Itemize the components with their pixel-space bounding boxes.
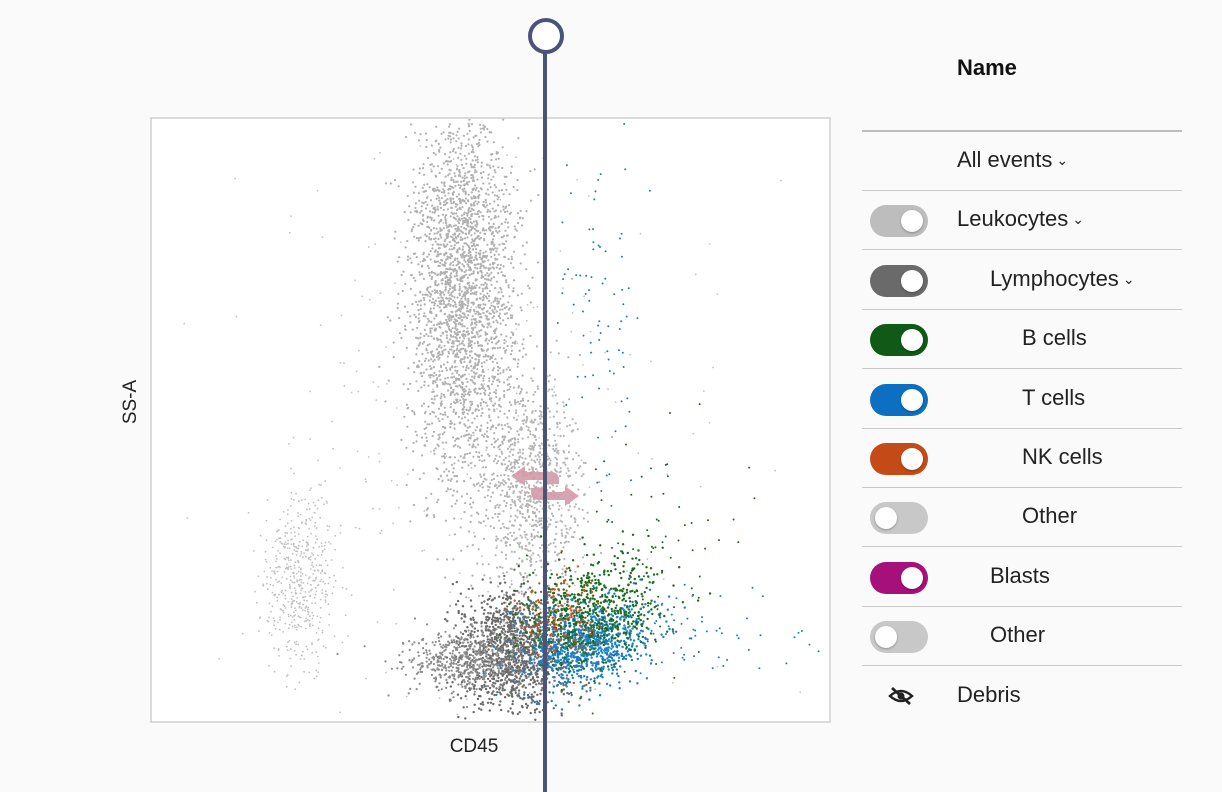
toggle-knob [901, 448, 923, 470]
column-header-name: Name [957, 55, 1017, 80]
scatter-points [183, 118, 820, 721]
gate-label: B cells [1022, 325, 1087, 351]
toggle-knob [901, 388, 923, 411]
header-divider [862, 130, 1182, 132]
visibility-toggle[interactable] [870, 621, 928, 654]
toggle-knob [875, 626, 897, 649]
gate-row-nk-cells[interactable]: NK cells [862, 429, 1182, 488]
gate-label: All events ⌄ [957, 147, 1068, 173]
visibility-toggle[interactable] [870, 264, 928, 297]
visibility-toggle[interactable] [870, 502, 928, 535]
slider-handle-icon[interactable] [528, 18, 564, 54]
visibility-toggle[interactable] [870, 205, 928, 238]
gate-row-all-events[interactable]: All events ⌄ [862, 132, 1182, 191]
gate-row-debris[interactable]: Debris [862, 667, 1182, 726]
toggle-knob [875, 507, 897, 530]
gate-label-text: All events [957, 147, 1053, 172]
gate-label-text: Other [1022, 503, 1078, 529]
gate-row-blasts[interactable]: Blasts [862, 548, 1182, 607]
gate-label-text: B cells [1022, 325, 1087, 351]
gate-label: Debris [957, 682, 1021, 708]
gate-label: Leukocytes ⌄ [957, 206, 1084, 232]
x-axis-label: CD45 [450, 736, 499, 757]
gate-row-t-cells[interactable]: T cells [862, 370, 1182, 429]
gate-row-b-cells[interactable]: B cells [862, 310, 1182, 370]
toggle-knob [901, 329, 923, 352]
gate-label: Other [1022, 503, 1077, 529]
gate-label-text: Blasts [990, 562, 1050, 588]
chevron-down-icon[interactable]: ⌄ [1122, 270, 1135, 287]
toggle-knob [901, 566, 923, 589]
gate-label: Other [990, 622, 1045, 648]
scatter-plot[interactable]: CD45 SS-A [0, 0, 860, 792]
gate-label: T cells [1022, 385, 1085, 411]
gate-label: NK cells [1022, 444, 1103, 470]
eye-slash-icon[interactable] [888, 685, 914, 707]
gate-label-text: Leukocytes [957, 206, 1069, 232]
gate-list-panel: Name All events ⌄ Leukocytes ⌄ Lymphocytes ⌄ B… [862, 0, 1182, 792]
visibility-toggle[interactable] [870, 383, 928, 416]
gate-label: Blasts [990, 563, 1050, 589]
toggle-knob [901, 210, 923, 233]
gate-label-text: Other [990, 622, 1046, 648]
plot-canvas[interactable]: CD45 SS-A [0, 0, 860, 792]
gate-label-text: Lymphocytes [990, 265, 1119, 291]
gate-label-text: T cells [1022, 384, 1086, 410]
visibility-toggle[interactable] [870, 443, 928, 475]
gate-label-text: NK cells [1022, 444, 1103, 469]
gate-row-lymphocytes[interactable]: Lymphocytes ⌄ [862, 251, 1182, 310]
gate-row-other[interactable]: Other [862, 488, 1182, 548]
gate-row-leukocytes[interactable]: Leukocytes ⌄ [862, 191, 1182, 251]
toggle-knob [901, 269, 923, 292]
visibility-toggle[interactable] [870, 561, 928, 594]
y-axis-label: SS-A [120, 380, 141, 425]
visibility-toggle[interactable] [870, 324, 928, 357]
threshold-slider-line[interactable] [543, 50, 547, 792]
gate-label-text: Debris [957, 681, 1021, 707]
chevron-down-icon[interactable]: ⌄ [1056, 152, 1069, 168]
chevron-down-icon[interactable]: ⌄ [1072, 211, 1085, 228]
gate-row-other[interactable]: Other [862, 607, 1182, 667]
gate-label: Lymphocytes ⌄ [990, 266, 1135, 292]
